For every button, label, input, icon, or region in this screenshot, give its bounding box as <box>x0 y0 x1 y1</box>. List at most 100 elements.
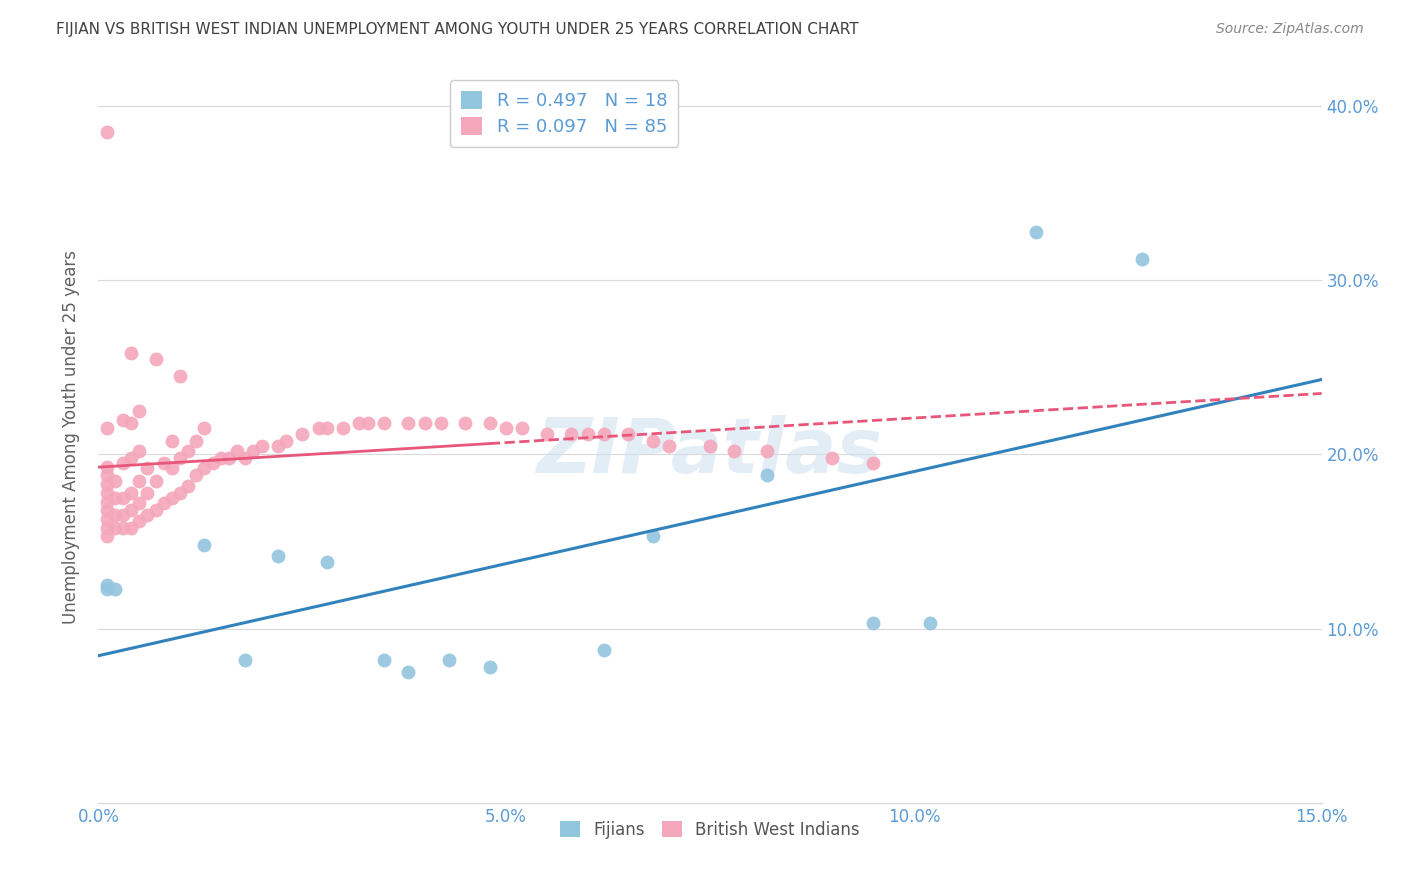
Point <box>478 660 501 674</box>
Point <box>1025 225 1047 239</box>
Point <box>373 416 395 430</box>
Point <box>576 426 599 441</box>
Point <box>152 496 174 510</box>
Point <box>291 426 314 441</box>
Point <box>136 508 159 523</box>
Point <box>396 665 419 680</box>
Point <box>96 582 118 596</box>
Point <box>274 434 297 448</box>
Point <box>193 538 215 552</box>
Point <box>862 616 884 631</box>
Point <box>756 468 779 483</box>
Point <box>128 496 150 510</box>
Point <box>104 582 127 596</box>
Point <box>315 556 337 570</box>
Point <box>267 439 290 453</box>
Point <box>96 512 118 526</box>
Point <box>536 426 558 441</box>
Point <box>111 456 134 470</box>
Point <box>862 456 884 470</box>
Point <box>96 477 118 491</box>
Point <box>430 416 453 430</box>
Point <box>250 439 273 453</box>
Point <box>396 416 419 430</box>
Point <box>478 416 501 430</box>
Point <box>169 369 191 384</box>
Point <box>96 125 118 139</box>
Point <box>96 485 118 500</box>
Point <box>593 642 616 657</box>
Point <box>233 653 256 667</box>
Point <box>104 474 127 488</box>
Point <box>96 468 118 483</box>
Point <box>437 653 460 667</box>
Point <box>128 444 150 458</box>
Point <box>495 421 517 435</box>
Point <box>111 521 134 535</box>
Point <box>242 444 264 458</box>
Point <box>454 416 477 430</box>
Point <box>96 521 118 535</box>
Point <box>104 521 127 535</box>
Point <box>111 491 134 505</box>
Point <box>560 426 582 441</box>
Point <box>641 434 664 448</box>
Point <box>593 426 616 441</box>
Point <box>120 521 142 535</box>
Point <box>160 461 183 475</box>
Point <box>193 461 215 475</box>
Point <box>96 529 118 543</box>
Point <box>145 474 167 488</box>
Point <box>723 444 745 458</box>
Point <box>201 456 224 470</box>
Point <box>177 444 200 458</box>
Point <box>315 421 337 435</box>
Point <box>160 491 183 505</box>
Point <box>512 421 534 435</box>
Point <box>920 616 942 631</box>
Point <box>120 416 142 430</box>
Point <box>177 479 200 493</box>
Point <box>308 421 330 435</box>
Text: Source: ZipAtlas.com: Source: ZipAtlas.com <box>1216 22 1364 37</box>
Point <box>1130 252 1153 267</box>
Point <box>136 461 159 475</box>
Point <box>186 434 208 448</box>
Point <box>233 450 256 465</box>
Point <box>699 439 721 453</box>
Point <box>218 450 240 465</box>
Point <box>111 412 134 426</box>
Point <box>617 426 640 441</box>
Point <box>641 529 664 543</box>
Point <box>120 503 142 517</box>
Point <box>96 503 118 517</box>
Point <box>128 474 150 488</box>
Point <box>373 653 395 667</box>
Text: FIJIAN VS BRITISH WEST INDIAN UNEMPLOYMENT AMONG YOUTH UNDER 25 YEARS CORRELATIO: FIJIAN VS BRITISH WEST INDIAN UNEMPLOYME… <box>56 22 859 37</box>
Point <box>169 485 191 500</box>
Point <box>756 444 779 458</box>
Point <box>267 549 290 563</box>
Point <box>193 421 215 435</box>
Point <box>104 508 127 523</box>
Text: ZIPatlas: ZIPatlas <box>537 415 883 489</box>
Point <box>349 416 371 430</box>
Point <box>120 450 142 465</box>
Legend: Fijians, British West Indians: Fijians, British West Indians <box>554 814 866 846</box>
Point <box>332 421 354 435</box>
Point <box>821 450 844 465</box>
Point <box>658 439 681 453</box>
Point <box>96 459 118 474</box>
Point <box>145 351 167 366</box>
Point <box>356 416 378 430</box>
Point <box>186 468 208 483</box>
Point <box>145 503 167 517</box>
Point <box>128 404 150 418</box>
Point <box>120 346 142 360</box>
Point <box>104 491 127 505</box>
Point <box>136 485 159 500</box>
Point <box>209 450 232 465</box>
Point <box>96 421 118 435</box>
Point <box>128 514 150 528</box>
Y-axis label: Unemployment Among Youth under 25 years: Unemployment Among Youth under 25 years <box>62 250 80 624</box>
